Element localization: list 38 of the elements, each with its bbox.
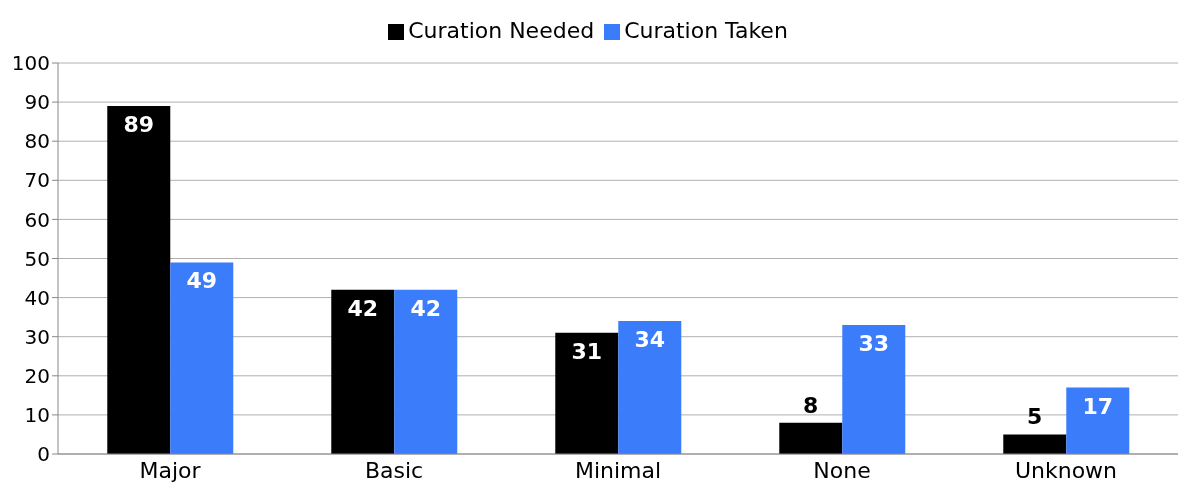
bar <box>170 262 234 454</box>
y-tick-label: 0 <box>37 442 50 467</box>
x-tick-label: Basic <box>364 457 424 483</box>
data-label: 17 <box>1082 393 1114 419</box>
y-tick-label: 40 <box>24 285 50 310</box>
y-tick-label: 10 <box>24 403 50 427</box>
y-tick-label: 30 <box>24 324 50 349</box>
bar <box>779 422 843 454</box>
data-label: 42 <box>410 295 442 321</box>
x-tick-label: Major <box>139 457 202 483</box>
y-tick-label: 80 <box>24 129 50 154</box>
legend-label: Curation Needed <box>408 18 595 43</box>
x-tick-label: Unknown <box>1014 457 1118 483</box>
data-label: 31 <box>571 338 603 364</box>
y-tick-label: 100 <box>11 51 50 76</box>
data-label: 34 <box>634 327 666 353</box>
data-label: 42 <box>347 295 379 321</box>
y-tick-label: 50 <box>24 246 50 271</box>
data-label: 5 <box>1027 404 1043 430</box>
bar <box>1003 434 1067 454</box>
bar <box>842 324 906 454</box>
bar <box>1066 387 1130 454</box>
y-tick-label: 70 <box>24 168 50 193</box>
data-label: 49 <box>186 268 218 294</box>
bar <box>555 332 619 454</box>
data-label: 8 <box>803 392 819 418</box>
bar <box>331 289 395 454</box>
x-tick-label: None <box>813 457 871 483</box>
legend-label: Curation Taken <box>624 18 788 43</box>
x-tick-label: Minimal <box>574 457 662 483</box>
bar <box>107 106 171 454</box>
bar <box>394 289 458 454</box>
bar <box>618 321 682 454</box>
y-tick-label: 20 <box>24 363 50 388</box>
data-label: 33 <box>858 330 890 356</box>
y-tick-label: 60 <box>24 207 50 232</box>
data-label: 89 <box>123 112 155 138</box>
y-tick-label: 90 <box>24 90 50 115</box>
